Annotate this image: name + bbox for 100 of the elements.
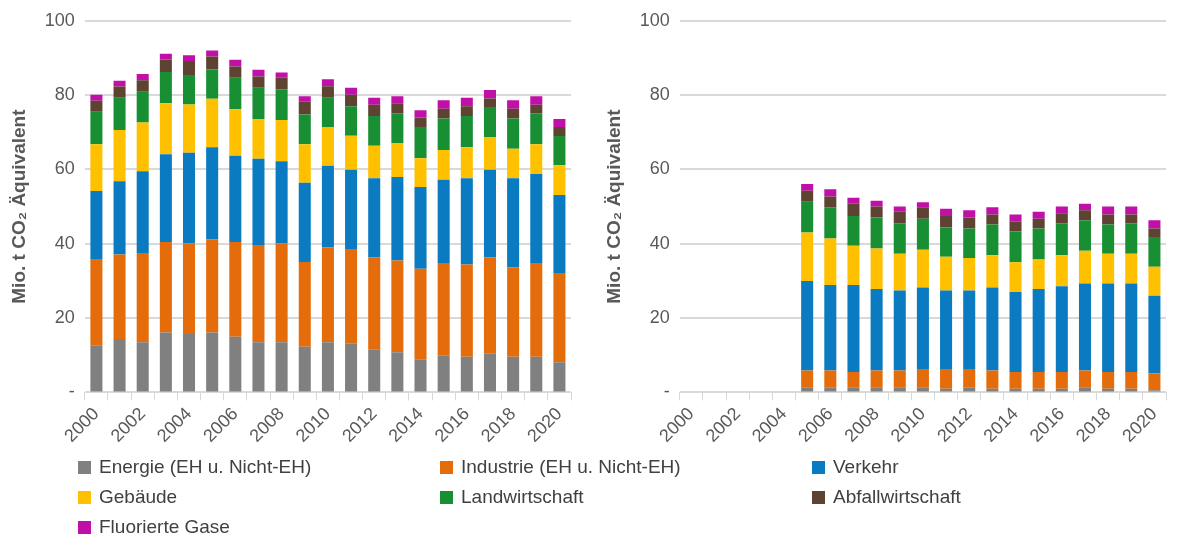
bar [159, 72, 172, 104]
bar [940, 208, 953, 216]
y-tick-label: 80 [649, 84, 670, 105]
bar [345, 248, 358, 344]
y-tick-label: - [68, 381, 75, 402]
y-tick-label: 80 [54, 84, 75, 105]
bar [1102, 371, 1115, 389]
bar [321, 342, 334, 392]
bar [893, 211, 906, 224]
bar [893, 253, 906, 291]
bar [437, 118, 450, 151]
bar [298, 182, 311, 262]
bar [483, 169, 496, 258]
bar [893, 370, 906, 388]
bar [1125, 223, 1138, 254]
bar [507, 148, 520, 179]
bar [1055, 371, 1068, 389]
bar [507, 178, 520, 268]
bar [530, 113, 543, 145]
bar [893, 387, 906, 392]
bar [113, 97, 126, 131]
bar [870, 387, 883, 392]
bar [437, 355, 450, 392]
bar [801, 370, 814, 388]
bar [414, 359, 427, 392]
bar [507, 267, 520, 357]
bar [1032, 228, 1045, 260]
bar [1148, 228, 1161, 238]
bar [275, 89, 288, 121]
bar [1125, 371, 1138, 389]
bar [507, 118, 520, 149]
bar [870, 370, 883, 388]
y-tick-label: - [663, 381, 670, 402]
bar [460, 97, 473, 107]
bar [483, 98, 496, 108]
bar [870, 200, 883, 207]
bar [460, 178, 473, 265]
bar [801, 387, 814, 392]
bar [414, 110, 427, 118]
bar [1009, 262, 1022, 293]
bar [460, 106, 473, 116]
bar [159, 53, 172, 60]
bar [229, 66, 242, 78]
bar [275, 72, 288, 78]
bar [824, 387, 837, 392]
bar [345, 169, 358, 249]
legend-label: Abfallwirtschaft [833, 486, 961, 508]
bar [298, 101, 311, 115]
bar [159, 154, 172, 242]
bar [391, 352, 404, 392]
bar [414, 268, 427, 360]
bar [90, 100, 103, 112]
bar [1148, 237, 1161, 267]
bar [414, 117, 427, 128]
bar [1125, 253, 1138, 284]
bar [321, 79, 334, 87]
bar [1102, 214, 1115, 225]
bar [229, 77, 242, 110]
bar [182, 60, 196, 76]
bar [182, 75, 196, 105]
bar [252, 244, 265, 343]
bar [963, 369, 976, 388]
bar [298, 96, 311, 102]
bar [182, 104, 196, 153]
bar [90, 144, 103, 191]
bar [483, 89, 496, 99]
bar [414, 127, 427, 159]
bar [940, 256, 953, 291]
y-tick-label: 20 [649, 307, 670, 328]
bar [113, 80, 126, 87]
bar [437, 108, 450, 119]
bar [159, 103, 172, 155]
bar [460, 115, 473, 148]
bar [824, 207, 837, 239]
bar [252, 87, 265, 119]
bar [90, 345, 103, 392]
bar [136, 253, 149, 343]
y-tick-label: 100 [639, 9, 670, 30]
bar [136, 80, 149, 92]
bar [483, 137, 496, 170]
bar [345, 135, 358, 170]
bar [893, 223, 906, 254]
bar [136, 342, 149, 392]
bar [530, 173, 543, 264]
bar [553, 136, 566, 166]
bar [368, 104, 381, 116]
bar [963, 387, 976, 392]
bar [182, 334, 196, 392]
bar [391, 176, 404, 261]
bar [159, 241, 172, 333]
bar [1032, 259, 1045, 290]
bar [275, 120, 288, 162]
bar [916, 249, 929, 288]
bar [847, 215, 860, 246]
bar [870, 217, 883, 249]
bar [893, 206, 906, 212]
bar [159, 332, 172, 392]
bar [391, 96, 404, 104]
bar [1148, 373, 1161, 391]
y-axis-title: Mio. t CO₂ Äquivalent [7, 108, 29, 304]
